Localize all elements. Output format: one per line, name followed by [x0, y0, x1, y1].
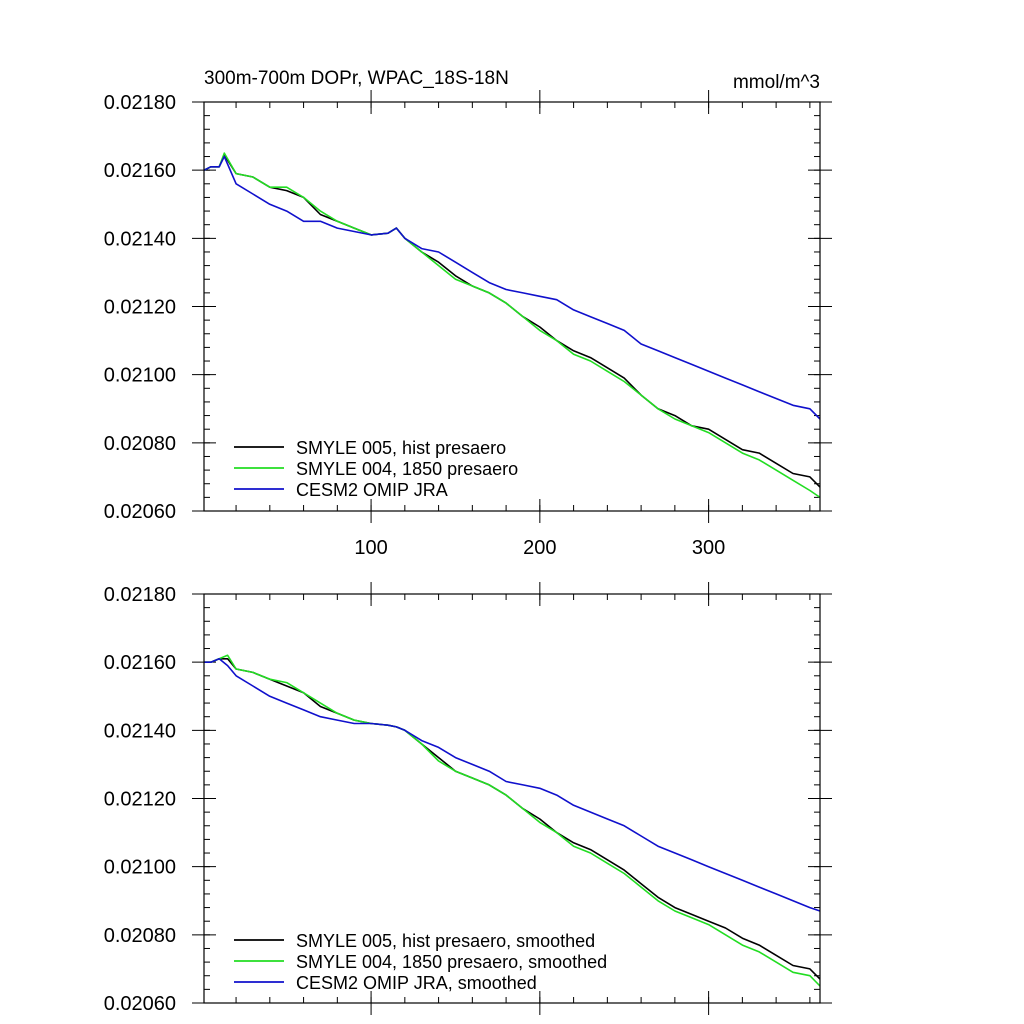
- y-tick-label: 0.02080: [104, 925, 176, 947]
- y-tick-label: 0.02140: [104, 228, 176, 250]
- series-line-3: [203, 155, 821, 420]
- legend-label: CESM2 OMIP JRA: [296, 480, 448, 500]
- y-tick-label: 0.02100: [104, 365, 176, 387]
- y-tick-label: 0.02060: [104, 501, 176, 523]
- series-line-3: [204, 657, 821, 912]
- series-line-2: [203, 152, 821, 499]
- plot-frame: [203, 593, 821, 1004]
- legend-label: SMYLE 005, hist presaero: [296, 438, 506, 458]
- y-tick-label: 0.02160: [104, 652, 176, 674]
- top-panel: 0.02060 0.02080 0.02100 0.02120 0.02140 0.021…: [104, 68, 832, 559]
- y-tick-label: 0.02180: [104, 92, 176, 114]
- plot-frame: [203, 101, 821, 512]
- legend-label: SMYLE 004, 1850 presaero, smoothed: [296, 952, 607, 972]
- y-tick-label: 0.02120: [104, 297, 176, 319]
- units-label: mmol/m^3: [733, 72, 820, 93]
- chart-title: 300m-700m DOPr, WPAC_18S-18N: [204, 68, 509, 89]
- series-line-2: [204, 654, 821, 987]
- x-tick-label: 100: [354, 537, 387, 559]
- x-tick-label: 300: [692, 537, 725, 559]
- y-tick-label: 0.02160: [104, 160, 176, 182]
- y-tick-label: 0.02060: [104, 993, 176, 1015]
- y-tick-label: 0.02180: [104, 584, 176, 606]
- legend-label: SMYLE 004, 1850 presaero: [296, 459, 518, 479]
- y-tick-label: 0.02080: [104, 433, 176, 455]
- bottom-panel: 0.02060 0.02080 0.02100 0.02120 0.02140 0.021…: [104, 582, 832, 1015]
- x-tick-label: 200: [523, 537, 556, 559]
- y-tick-label: 0.02120: [104, 789, 176, 811]
- y-tick-label: 0.02100: [104, 857, 176, 879]
- y-tick-label: 0.02140: [104, 720, 176, 742]
- legend-label: CESM2 OMIP JRA, smoothed: [296, 973, 537, 993]
- legend-label: SMYLE 005, hist presaero, smoothed: [296, 931, 595, 951]
